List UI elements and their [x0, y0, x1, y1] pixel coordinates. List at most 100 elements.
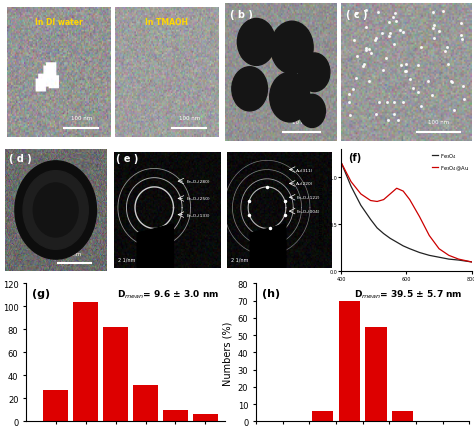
Point — [384, 117, 392, 124]
Text: ( d ): ( d ) — [9, 154, 32, 164]
Bar — [392, 411, 413, 421]
Point — [373, 36, 380, 43]
Fe$_3$O$_4$ — [348, 184, 354, 190]
Bar — [312, 411, 333, 421]
Point — [397, 62, 404, 69]
Point — [402, 61, 410, 68]
Point — [359, 63, 367, 70]
Point — [406, 77, 413, 84]
Point — [362, 46, 370, 52]
Point — [430, 22, 438, 29]
Point — [378, 31, 386, 37]
Point — [400, 30, 407, 37]
Point — [346, 113, 354, 120]
Point — [365, 46, 373, 53]
Circle shape — [237, 19, 275, 66]
Point — [374, 10, 382, 17]
Point — [436, 28, 443, 35]
Point — [397, 28, 404, 34]
Point — [383, 56, 390, 63]
Point — [390, 100, 398, 107]
Point — [353, 11, 360, 18]
Point — [429, 10, 437, 17]
Fe$_3$O$_4$@Au — [427, 233, 432, 239]
Fe$_3$O$_4$@Au — [387, 192, 393, 197]
Text: 5 nm: 5 nm — [67, 252, 81, 257]
Point — [415, 90, 422, 97]
Circle shape — [299, 95, 325, 128]
Bar — [163, 410, 188, 421]
Point — [399, 99, 406, 106]
Line: Fe$_3$O$_4$@Au: Fe$_3$O$_4$@Au — [341, 163, 472, 262]
Point — [459, 84, 466, 91]
Legend: Fe$_3$O$_4$, Fe$_3$O$_4$@Au: Fe$_3$O$_4$, Fe$_3$O$_4$@Au — [432, 152, 469, 172]
Fe$_3$O$_4$ — [381, 231, 386, 236]
Text: D$_{mean}$= 39.5 ± 5.7 nm: D$_{mean}$= 39.5 ± 5.7 nm — [355, 288, 463, 301]
Fe$_3$O$_4$ — [387, 236, 393, 241]
Fe$_3$O$_4$ — [394, 240, 400, 245]
Fe$_3$O$_4$@Au — [338, 161, 344, 166]
Point — [372, 37, 379, 44]
Fe$_3$O$_4$@Au — [401, 189, 406, 194]
Point — [394, 117, 401, 124]
Circle shape — [299, 54, 330, 92]
Fe$_3$O$_4$ — [417, 250, 422, 255]
X-axis label: Wavelength (nm): Wavelength (nm) — [379, 286, 434, 292]
Circle shape — [33, 184, 78, 237]
Point — [428, 92, 436, 99]
Point — [441, 49, 449, 55]
Point — [430, 36, 438, 43]
Point — [429, 25, 437, 32]
Point — [363, 48, 370, 55]
Point — [403, 68, 410, 75]
Point — [352, 76, 360, 83]
Point — [401, 68, 409, 75]
Fe$_3$O$_4$@Au — [374, 200, 380, 205]
Point — [345, 92, 353, 98]
Fe$_3$O$_4$@Au — [381, 197, 386, 203]
Point — [457, 32, 465, 39]
Fe$_3$O$_4$@Au — [394, 186, 400, 191]
Point — [391, 10, 398, 17]
Text: (h): (h) — [262, 288, 281, 298]
Point — [390, 111, 398, 118]
Bar — [133, 385, 158, 421]
Fe$_3$O$_4$ — [358, 203, 364, 209]
Point — [345, 99, 352, 106]
Fe$_3$O$_4$@Au — [446, 253, 452, 258]
Y-axis label: Numbers (%): Numbers (%) — [222, 320, 232, 385]
Point — [390, 41, 398, 48]
Point — [365, 78, 373, 85]
Point — [385, 34, 393, 40]
Fe$_3$O$_4$@Au — [348, 180, 354, 185]
Fe$_3$O$_4$ — [401, 244, 406, 249]
Y-axis label: Absorbance (a.u.): Absorbance (a.u.) — [319, 183, 324, 238]
Fe$_3$O$_4$ — [427, 253, 432, 258]
Text: ( e ): ( e ) — [116, 154, 138, 164]
Circle shape — [271, 22, 313, 74]
Text: ( a ): ( a ) — [8, 10, 30, 20]
Fe$_3$O$_4$ — [436, 255, 442, 260]
Fe$_3$O$_4$@Au — [358, 192, 364, 197]
Point — [447, 79, 455, 86]
Text: ( b ): ( b ) — [229, 10, 253, 20]
Point — [444, 45, 451, 52]
Point — [444, 62, 452, 69]
Point — [392, 19, 400, 26]
Point — [448, 80, 456, 86]
Text: ( c ): ( c ) — [346, 10, 368, 20]
Circle shape — [270, 73, 310, 123]
Fe$_3$O$_4$ — [374, 226, 380, 231]
Text: 100 nm: 100 nm — [428, 120, 450, 125]
Fe$_3$O$_4$ — [446, 257, 452, 262]
Fe$_3$O$_4$ — [456, 258, 462, 263]
Point — [417, 44, 425, 51]
Point — [424, 78, 432, 85]
Point — [458, 36, 466, 43]
Fe$_3$O$_4$ — [469, 260, 474, 265]
Fe$_3$O$_4$ — [368, 217, 374, 222]
Fe$_3$O$_4$ — [338, 161, 344, 166]
Text: 10 nm: 10 nm — [292, 120, 310, 125]
Line: Fe$_3$O$_4$: Fe$_3$O$_4$ — [341, 163, 472, 262]
Point — [414, 62, 422, 69]
